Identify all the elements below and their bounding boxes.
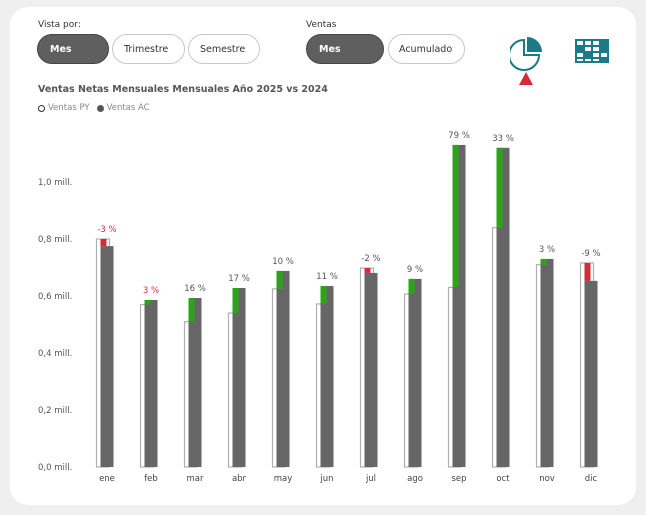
data-label-mar: 16 % [184, 284, 206, 294]
x-tick-label-abr: abr [232, 474, 247, 484]
variance-bar-jul [364, 268, 371, 273]
variance-bar-oct [496, 147, 503, 228]
chart-title: Ventas Netas Mensuales Mensuales Año 202… [38, 84, 328, 95]
x-tick-label-feb: feb [144, 474, 158, 484]
vista-semestre-button[interactable]: Semestre [188, 34, 260, 64]
x-tick-label-may: may [274, 474, 293, 484]
bar-ac-ene [100, 246, 114, 467]
vista-mes-label: Mes [50, 43, 72, 55]
bar-ac-jun [320, 286, 334, 467]
variance-bar-feb [144, 299, 151, 305]
variance-bar-abr [232, 288, 239, 314]
variance-bar-may [276, 270, 283, 289]
data-label-ago: 9 % [407, 265, 423, 275]
x-tick-label-dic: dic [585, 474, 598, 484]
vista-trimestre-label: Trimestre [124, 43, 169, 55]
y-tick-label: 0,8 mill. [38, 235, 72, 245]
data-label-jun: 11 % [316, 272, 338, 282]
vista-semestre-label: Semestre [200, 43, 246, 55]
bar-ac-abr [232, 288, 246, 467]
x-tick-label-sep: sep [451, 474, 466, 484]
data-label-dic: -9 % [581, 249, 600, 259]
y-tick-label: 1,0 mill. [38, 178, 72, 188]
ventas-mes-button[interactable]: Mes [306, 34, 384, 64]
legend-ac-label: Ventas AC [106, 103, 150, 113]
x-tick-label-ago: ago [407, 474, 423, 484]
vista-label: Vista por: [38, 20, 81, 30]
x-tick-label-oct: oct [496, 474, 510, 484]
ventas-mes-label: Mes [319, 43, 341, 55]
variance-bar-mar [188, 297, 195, 322]
ventas-label: Ventas [306, 20, 337, 30]
legend-py-marker [38, 104, 45, 112]
variance-bar-ene [100, 239, 107, 247]
x-tick-label-ene: ene [99, 474, 115, 484]
y-tick-label: 0,6 mill. [38, 292, 72, 302]
data-label-feb: 3 % [143, 286, 159, 296]
bar-ac-jul [364, 272, 378, 467]
y-tick-label: 0,2 mill. [38, 406, 72, 416]
x-tick-label-jun: jun [319, 474, 333, 484]
legend-ac-marker [96, 104, 104, 112]
ventas-acumulado-label: Acumulado [399, 43, 453, 55]
variance-bar-ago [408, 278, 415, 295]
data-label-oct: 33 % [492, 134, 514, 144]
y-tick-label: 0,4 mill. [38, 349, 72, 359]
bar-ac-feb [144, 299, 158, 467]
bar-ac-mar [188, 297, 202, 467]
data-label-sep: 79 % [448, 131, 470, 141]
data-label-ene: -3 % [97, 225, 116, 235]
x-tick-label-nov: nov [539, 474, 555, 484]
pie-chart-icon[interactable] [510, 34, 546, 88]
x-tick-label-mar: mar [187, 474, 204, 484]
ventas-acumulado-button[interactable]: Acumulado [388, 34, 465, 64]
data-label-abr: 17 % [228, 274, 250, 284]
x-tick-label-jul: jul [365, 474, 376, 484]
chart-legend: Ventas PY Ventas AC [38, 103, 150, 113]
bar-ac-dic [584, 280, 598, 467]
vista-trimestre-button[interactable]: Trimestre [112, 34, 185, 64]
y-tick-label: 0,0 mill. [38, 463, 72, 473]
variance-bar-nov [540, 258, 547, 265]
vista-mes-button[interactable]: Mes [37, 34, 109, 64]
variance-bar-dic [584, 262, 591, 281]
data-label-jul: -2 % [361, 254, 380, 264]
red-up-triangle-icon [519, 72, 533, 85]
legend-py-label: Ventas PY [48, 103, 90, 113]
variance-bar-sep [452, 144, 459, 288]
data-label-may: 10 % [272, 257, 294, 267]
bar-ac-nov [540, 258, 554, 467]
data-label-nov: 3 % [539, 245, 555, 255]
table-grid-icon[interactable] [575, 39, 609, 63]
bar-ac-ago [408, 278, 422, 467]
variance-bar-jun [320, 286, 327, 304]
bar-ac-may [276, 270, 290, 467]
